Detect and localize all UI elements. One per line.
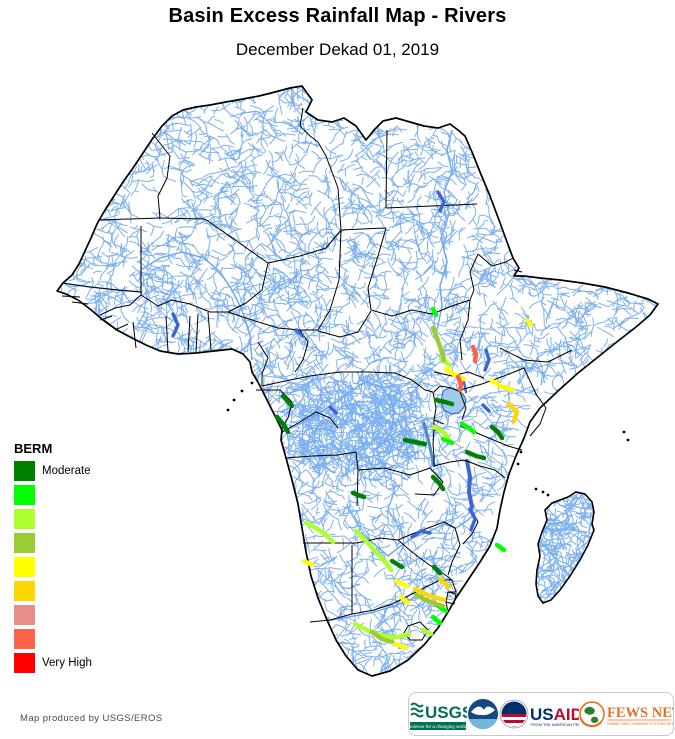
usgs-logo-text: USGS: [425, 703, 467, 722]
legend-row: [14, 507, 144, 531]
berm-segment: [412, 586, 447, 603]
berm-segment: [274, 414, 291, 435]
berm-segment: [389, 558, 405, 570]
fewsnet-logo: FEWS NET FAMINE EARLY WARNING SYSTEMS NE…: [579, 697, 673, 731]
berm-segment: [433, 397, 455, 407]
legend-title: BERM: [14, 441, 53, 456]
legend-row: [14, 555, 144, 579]
berm-segment: [430, 306, 439, 318]
legend-swatch: [14, 581, 35, 601]
map-legend: BERM Moderate Very High: [14, 441, 144, 675]
legend-class-label: Very High: [42, 657, 92, 669]
legend-swatch: [14, 629, 35, 649]
legend-row: [14, 603, 144, 627]
usaid-aid-text: AID: [554, 705, 579, 724]
legend-swatch: [14, 533, 35, 553]
berm-segment: [398, 594, 411, 606]
country-borders: [61, 107, 573, 641]
usgs-wave-icon: [410, 702, 424, 718]
berm-river-segments: [274, 306, 534, 651]
legend-swatch: [14, 653, 35, 673]
berm-segment: [431, 564, 443, 576]
page-subtitle: December Dekad 01, 2019: [235, 40, 440, 59]
berm-segment: [470, 344, 479, 364]
berm-segment: [459, 421, 477, 435]
berm-segment: [350, 490, 367, 500]
flagged-blue-river-segments: [171, 190, 491, 539]
berm-segment: [489, 378, 515, 393]
berm-segment: [431, 424, 451, 440]
noaa-gull-icon: [471, 706, 495, 716]
map-credit: Map produced by USGS/EROS: [20, 713, 163, 724]
svg-text:USAID: USAID: [530, 705, 579, 724]
berm-segment: [303, 520, 336, 545]
usgs-tagline: science for a changing world: [409, 724, 467, 729]
berm-segment: [413, 592, 446, 609]
berm-segment: [443, 366, 467, 382]
legend-row: [14, 483, 144, 507]
berm-segment: [437, 576, 452, 590]
lakes: [295, 329, 474, 509]
berm-segment: [494, 542, 507, 553]
legend-row: Very High: [14, 651, 144, 675]
berm-segment: [489, 424, 505, 441]
small-islands: [226, 381, 630, 497]
legend-row: [14, 627, 144, 651]
lake-malawi: [465, 459, 474, 509]
logo-strip: USGS science for a changing world: [408, 692, 674, 736]
berm-segment: [402, 437, 428, 447]
noaa-logo: [467, 698, 499, 730]
fewsnet-logo-text: FEWS NET: [607, 705, 673, 721]
berm-segment: [420, 627, 434, 637]
legend-class-label: Moderate: [42, 465, 91, 477]
berm-segment: [352, 621, 412, 640]
berm-segment: [301, 558, 315, 568]
legend-swatch: [14, 461, 35, 481]
berm-segment: [280, 393, 295, 409]
legend-swatch: [14, 485, 35, 505]
swaziland-border: [445, 591, 457, 605]
berm-segment: [524, 317, 534, 328]
usaid-tagline: FROM THE AMERICAN PEOPLE: [531, 722, 580, 727]
legend-swatch: [14, 557, 35, 577]
berm-segment: [464, 449, 487, 461]
berm-segment: [430, 614, 443, 626]
berm-segment: [455, 374, 464, 393]
usgs-logo: USGS science for a changing world: [409, 697, 467, 731]
berm-segment: [393, 578, 410, 589]
fewsnet-tagline: FAMINE EARLY WARNING SYSTEMS NETWORK: [607, 722, 673, 726]
berm-segment: [430, 325, 447, 363]
legend-row: [14, 531, 144, 555]
berm-segment: [430, 474, 446, 492]
berm-segment: [440, 436, 455, 446]
legend-swatch: [14, 605, 35, 625]
madagascar-outline: [535, 491, 595, 604]
berm-segment: [369, 629, 395, 645]
africa-coastline: [56, 85, 659, 677]
usaid-us-text: US: [530, 705, 554, 724]
legend-swatch: [14, 509, 35, 529]
legend-row: [14, 579, 144, 603]
berm-segment: [393, 641, 409, 651]
lake-tanganyika: [422, 421, 436, 468]
usaid-logo: USAID FROM THE AMERICAN PEOPLE: [499, 697, 579, 731]
legend-row: Moderate: [14, 459, 144, 483]
lake-turkana: [462, 380, 468, 394]
berm-segment: [506, 401, 520, 424]
page-title: Basin Excess Rainfall Map - Rivers: [168, 5, 507, 27]
lesotho-border: [403, 621, 429, 641]
berm-segment: [353, 528, 394, 573]
